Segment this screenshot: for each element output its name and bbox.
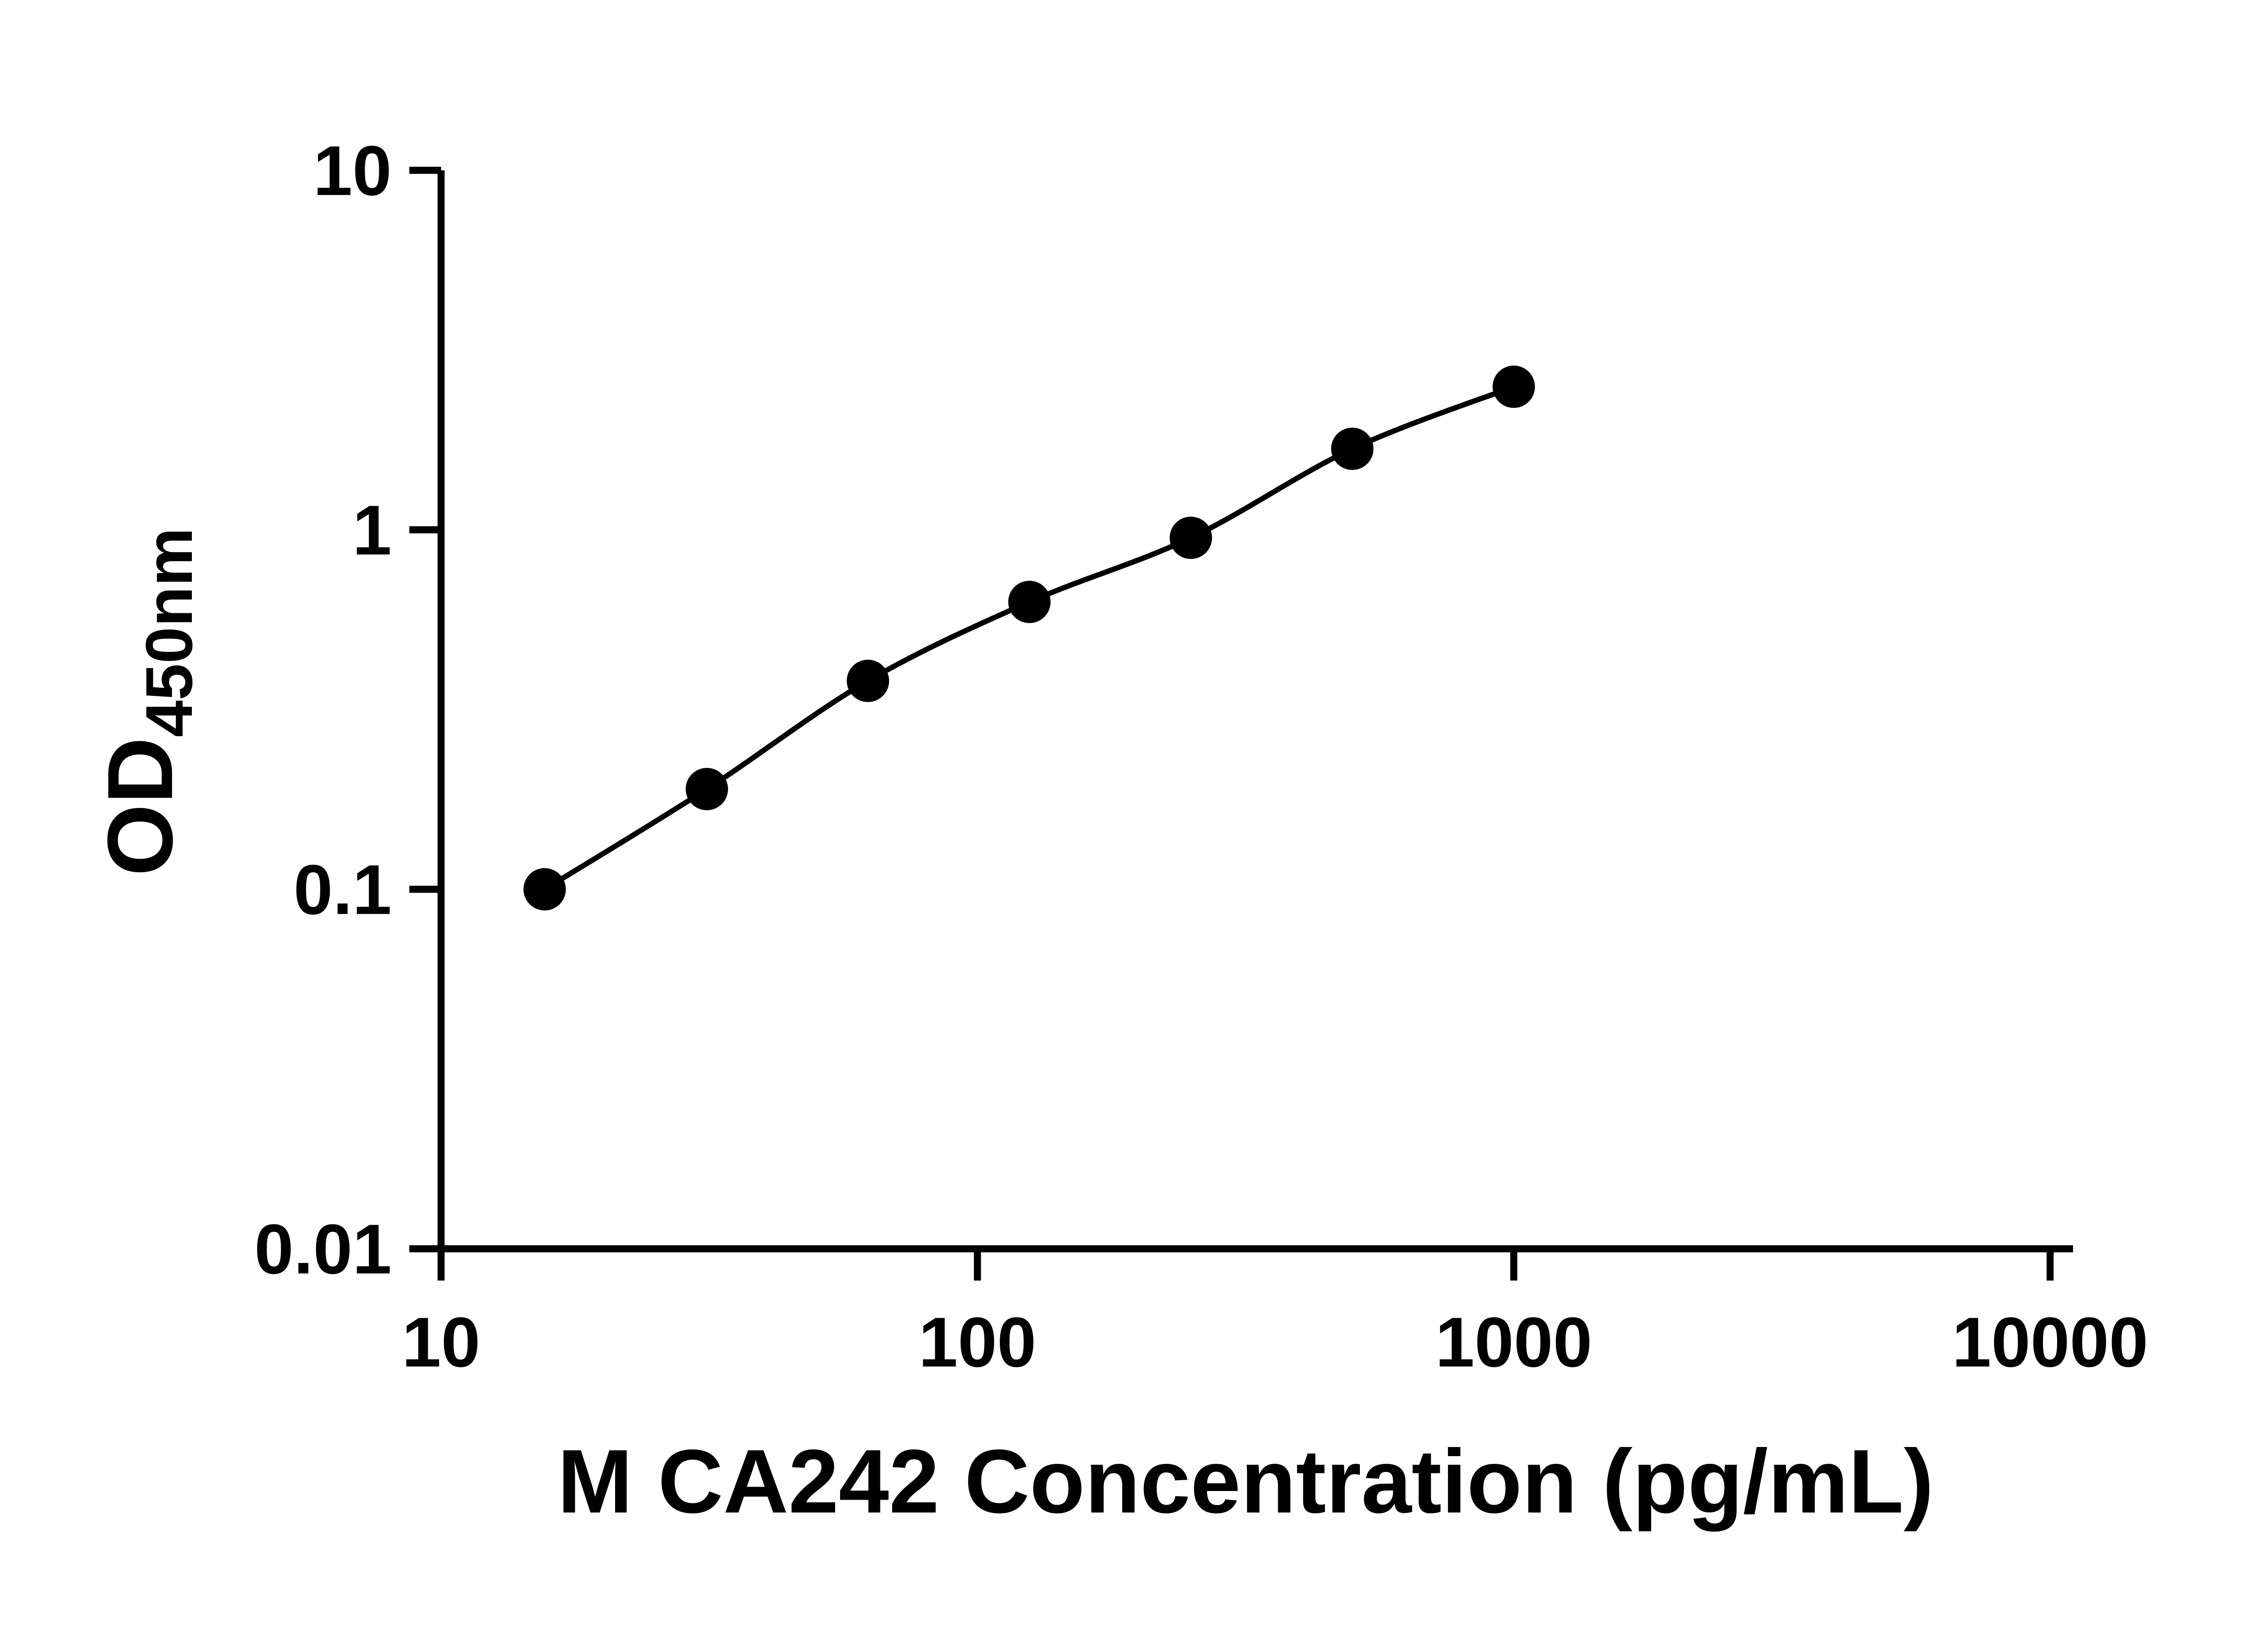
data-point <box>1492 365 1535 408</box>
data-point <box>1169 516 1212 559</box>
data-point <box>846 660 890 702</box>
x-tick-label: 100 <box>919 1303 1036 1382</box>
data-point <box>685 768 728 811</box>
y-axis-title-main: OD <box>88 737 192 876</box>
y-tick-label: 1 <box>352 490 392 569</box>
y-axis-title-sub: 450nm <box>132 528 206 737</box>
x-tick-label: 1000 <box>1435 1303 1592 1382</box>
data-point <box>1331 427 1374 470</box>
y-tick-label: 0.01 <box>254 1209 392 1288</box>
y-tick-label: 10 <box>313 131 391 210</box>
y-axis-title: OD450nm <box>88 528 206 876</box>
plot-layer: 10 100 1000 10000 0.01 0.1 1 10 <box>254 131 2148 1382</box>
x-tick-label: 10 <box>402 1303 480 1382</box>
axis-lines <box>437 170 2073 1252</box>
x-axis-title: M CA242 Concentration (pg/mL) <box>557 1431 1934 1532</box>
y-tick-label: 0.1 <box>293 850 391 929</box>
data-point <box>1008 581 1051 623</box>
x-tick-label: 10000 <box>1952 1303 2148 1382</box>
data-point <box>523 868 566 911</box>
